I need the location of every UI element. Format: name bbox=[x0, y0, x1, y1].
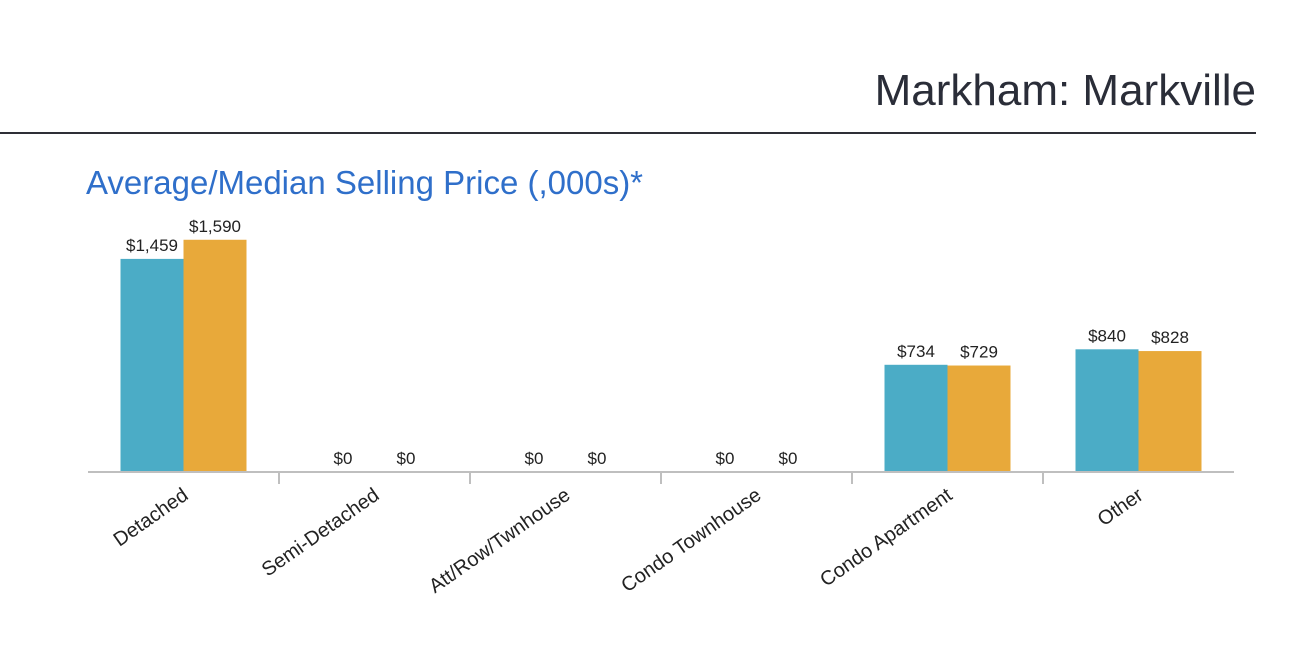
header-divider bbox=[0, 132, 1256, 134]
data-label-median-3: $0 bbox=[588, 449, 607, 468]
chart-title: Average/Median Selling Price (,000s)* bbox=[86, 164, 644, 201]
bar-median-6 bbox=[1138, 351, 1202, 472]
data-label-median-4: $0 bbox=[779, 449, 798, 468]
data-label-average-2: $0 bbox=[334, 449, 353, 468]
data-label-median-2: $0 bbox=[397, 449, 416, 468]
page-header: Markham: Markville bbox=[0, 0, 1314, 136]
x-tick-label-3: Att/Row/Twnhouse bbox=[425, 484, 574, 598]
bar-average-6 bbox=[1075, 349, 1139, 472]
bar-median-1 bbox=[183, 239, 247, 472]
data-label-average-3: $0 bbox=[525, 449, 544, 468]
x-tick-label-2: Semi-Detached bbox=[258, 484, 384, 581]
data-label-median-5: $729 bbox=[960, 343, 998, 362]
bar-average-5 bbox=[884, 364, 948, 472]
x-tick-label-5: Condo Apartment bbox=[816, 484, 956, 592]
x-tick-label-6: Other bbox=[1094, 484, 1148, 531]
page-title: Markham: Markville bbox=[874, 66, 1256, 115]
data-label-average-6: $840 bbox=[1088, 326, 1126, 345]
bar-median-5 bbox=[947, 365, 1011, 472]
data-label-average-5: $734 bbox=[897, 342, 935, 361]
x-tick-label-4: Condo Townhouse bbox=[617, 484, 765, 597]
data-label-median-6: $828 bbox=[1151, 328, 1189, 347]
data-label-average-4: $0 bbox=[716, 449, 735, 468]
data-label-average-1: $1,459 bbox=[126, 236, 178, 255]
x-tick-label-1: Detached bbox=[110, 484, 193, 551]
bar-average-1 bbox=[120, 258, 184, 472]
data-label-median-1: $1,590 bbox=[189, 217, 241, 236]
